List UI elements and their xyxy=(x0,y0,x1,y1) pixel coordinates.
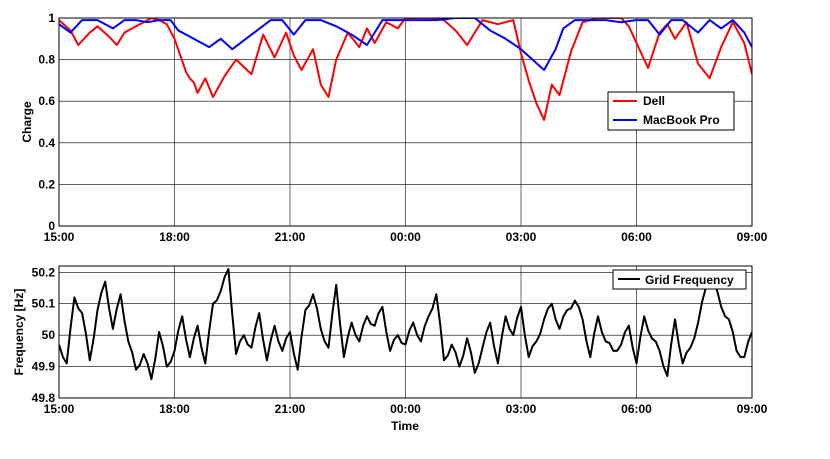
frequency-y-tick-label: 50.2 xyxy=(32,265,56,279)
charge-ticks: 15:00 18:00 21:00 00:00 03:00 06:00 09:00 0 0.2 0… xyxy=(38,11,767,244)
charge-y-tick-label: 1 xyxy=(48,11,55,25)
charge-x-tick-label: 00:00 xyxy=(390,230,421,244)
frequency-x-tick-label: 00:00 xyxy=(390,402,421,416)
frequency-ticks: 15:00 18:00 21:00 00:00 03:00 06:00 09:00 49.8 4… xyxy=(32,265,768,416)
legend-label-macbook-pro: MacBook Pro xyxy=(643,113,720,127)
frequency-x-tick-label: 15:00 xyxy=(44,402,75,416)
frequency-series xyxy=(59,268,752,381)
frequency-x-tick-label: 06:00 xyxy=(621,402,652,416)
charge-y-tick-label: 0.6 xyxy=(38,94,55,108)
frequency-y-tick-label: 49.9 xyxy=(32,360,56,374)
charge-x-tick-label: 06:00 xyxy=(621,230,652,244)
charge-legend: Dell MacBook Pro xyxy=(607,91,735,131)
frequency-y-tick-label: 50.1 xyxy=(32,297,56,311)
frequency-x-tick-label: 09:00 xyxy=(737,402,768,416)
frequency-legend: Grid Frequency xyxy=(612,269,747,290)
charge-legend-box xyxy=(607,91,735,131)
series-line-dell xyxy=(59,18,752,121)
frequency-y-tick-label: 50 xyxy=(42,328,56,342)
charge-grid xyxy=(59,18,752,226)
frequency-plot-frame xyxy=(58,265,753,399)
legend-label-dell: Dell xyxy=(643,94,665,108)
charge-x-tick-label: 09:00 xyxy=(737,230,768,244)
charge-x-tick-label: 18:00 xyxy=(159,230,190,244)
frequency-x-tick-label: 18:00 xyxy=(159,402,190,416)
series-line-macbook-pro xyxy=(59,18,752,71)
frequency-x-axis-label: Time xyxy=(391,419,419,433)
frequency-chart: 15:00 18:00 21:00 00:00 03:00 06:00 09:00 49.8 4… xyxy=(12,265,768,433)
series-line-grid-frequency xyxy=(59,268,752,381)
charge-y-tick-label: 0.4 xyxy=(38,136,55,150)
charge-plot-frame xyxy=(58,17,753,227)
charge-chart: 15:00 18:00 21:00 00:00 03:00 06:00 09:00 0 0.2 0… xyxy=(20,11,768,244)
frequency-y-axis-label: Frequency [Hz] xyxy=(12,289,26,376)
charge-y-tick-label: 0.2 xyxy=(38,177,55,191)
frequency-legend-box xyxy=(612,269,747,290)
charge-x-tick-label: 03:00 xyxy=(506,230,537,244)
charge-series xyxy=(59,18,752,121)
legend-label-grid-frequency: Grid Frequency xyxy=(645,273,734,287)
charge-x-tick-label: 21:00 xyxy=(275,230,306,244)
charge-y-axis-label: Charge xyxy=(20,101,34,143)
frequency-x-tick-label: 03:00 xyxy=(506,402,537,416)
charge-x-tick-label: 15:00 xyxy=(44,230,75,244)
frequency-x-tick-label: 21:00 xyxy=(275,402,306,416)
frequency-y-tick-label: 49.8 xyxy=(32,391,56,405)
charge-y-tick-label: 0 xyxy=(48,219,55,233)
charge-y-tick-label: 0.8 xyxy=(38,53,55,67)
